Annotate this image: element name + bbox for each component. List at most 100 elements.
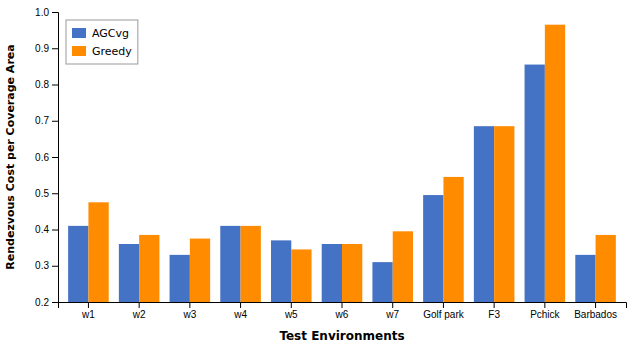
y-tick: 0.9 (35, 43, 58, 54)
x-tick-label: F3 (488, 309, 500, 320)
tick-mark (595, 302, 596, 308)
y-tick: 1.0 (35, 7, 58, 18)
legend-item: Greedy (72, 45, 132, 58)
tick-mark (189, 302, 190, 308)
tick-mark (88, 302, 89, 308)
x-tick-label: w3 (182, 309, 196, 320)
bar (241, 226, 261, 302)
y-tick-label: 0.8 (35, 79, 49, 90)
x-tick: w7 (385, 302, 399, 320)
legend-swatch (72, 28, 86, 38)
bar (190, 239, 210, 302)
y-tick: 0.5 (35, 188, 58, 199)
legend-label: AGCvg (92, 27, 129, 40)
x-tick-label: Pchick (530, 309, 560, 320)
marks (68, 25, 616, 302)
x-axis: w1 w2 w3 w4 w5 w6 w7 Golf park F3 Pchick Barbados (59, 302, 627, 320)
tick-mark (494, 302, 495, 308)
x-tick-label: w2 (132, 309, 146, 320)
bar (68, 226, 88, 302)
x-tick-label: w6 (335, 309, 349, 320)
bar (423, 195, 443, 302)
bar (139, 235, 159, 302)
bar (474, 126, 494, 302)
bar (342, 244, 362, 302)
bar (372, 262, 392, 302)
bar (545, 25, 565, 302)
tick-mark (52, 12, 58, 13)
tick-mark (52, 157, 58, 158)
y-tick-label: 0.2 (35, 297, 49, 308)
x-tick: w3 (182, 302, 196, 320)
x-tick: w2 (132, 302, 146, 320)
y-axis-title: Rendezvous Cost per Coverage Area (4, 44, 17, 269)
tick-mark (342, 302, 343, 308)
bar (494, 126, 514, 302)
plot: w1 w2 w3 w4 w5 w6 w7 Golf park F3 Pchick Barbados 0… (35, 7, 626, 348)
chart: w1 w2 w3 w4 w5 w6 w7 Golf park F3 Pchick Barbados 0… (0, 0, 640, 348)
bar-series (68, 65, 595, 302)
y-tick-label: 0.4 (35, 224, 49, 235)
tick-mark (52, 266, 58, 267)
tick-mark (52, 85, 58, 86)
legend: AGCvg Greedy (66, 20, 138, 64)
legend-swatch (72, 46, 86, 56)
bar (119, 244, 139, 302)
x-tick: w5 (284, 302, 298, 320)
tick-mark (52, 121, 58, 122)
x-tick-label: w5 (284, 309, 298, 320)
y-tick: 0.8 (35, 79, 58, 90)
bar (525, 65, 545, 302)
x-tick: Golf park (423, 302, 465, 320)
tick-mark (291, 302, 292, 308)
legend-frame (66, 20, 138, 64)
tick-mark (544, 302, 545, 308)
y-tick: 0.3 (35, 260, 58, 271)
bar (443, 177, 463, 302)
y-tick-label: 0.5 (35, 188, 49, 199)
tick-mark (52, 193, 58, 194)
bar (271, 240, 291, 302)
x-tick-label: w1 (81, 309, 95, 320)
x-tick: w1 (81, 302, 95, 320)
x-tick: w6 (335, 302, 349, 320)
y-axis: 0.2 0.3 0.4 0.5 0.6 0.7 0.8 0.9 1.0 (35, 7, 58, 308)
tick-mark (52, 302, 58, 303)
x-tick-label: w7 (385, 309, 399, 320)
y-tick-label: 1.0 (35, 7, 49, 18)
bar (88, 202, 108, 302)
x-tick: F3 (488, 302, 500, 320)
tick-mark (52, 230, 58, 231)
x-axis-title: Test Environments (279, 329, 404, 343)
tick-mark (240, 302, 241, 308)
axis-domain (52, 13, 59, 303)
y-tick-label: 0.9 (35, 43, 49, 54)
bar (596, 235, 616, 302)
y-tick-label: 0.6 (35, 152, 49, 163)
tick-mark (139, 302, 140, 308)
tick-mark (443, 302, 444, 308)
bar (322, 244, 342, 302)
y-tick: 0.7 (35, 115, 58, 126)
y-tick: 0.4 (35, 224, 58, 235)
x-tick: Barbados (574, 302, 617, 320)
x-tick-label: w4 (233, 309, 247, 320)
legend-item: AGCvg (72, 27, 129, 40)
y-tick-label: 0.7 (35, 115, 49, 126)
x-tick: Pchick (530, 302, 560, 320)
bar (393, 231, 413, 302)
bar-series (88, 25, 615, 302)
bar (291, 249, 311, 302)
tick-mark (392, 302, 393, 308)
y-tick-label: 0.3 (35, 260, 49, 271)
bar (575, 255, 595, 302)
x-tick-label: Golf park (423, 309, 465, 320)
tick-mark (52, 48, 58, 49)
y-tick: 0.6 (35, 152, 58, 163)
x-tick-label: Barbados (574, 309, 617, 320)
legend-label: Greedy (92, 45, 132, 58)
x-tick: w4 (233, 302, 247, 320)
bar (220, 226, 240, 302)
y-tick: 0.2 (35, 297, 58, 308)
axis-domain (59, 303, 627, 309)
